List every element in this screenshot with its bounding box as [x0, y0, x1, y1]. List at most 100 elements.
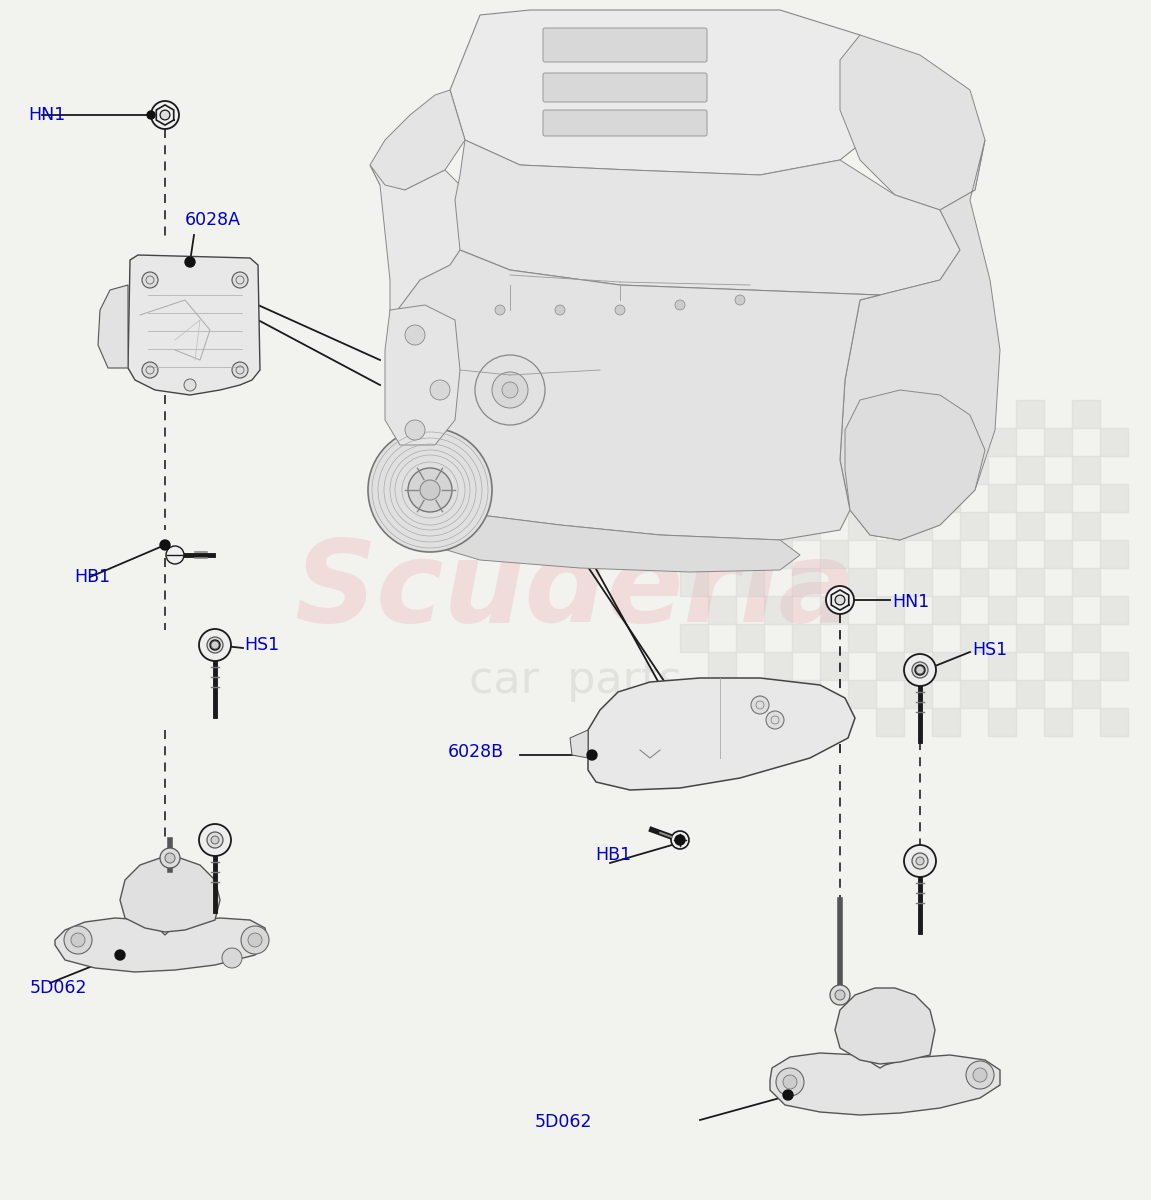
Circle shape: [826, 586, 854, 614]
Text: HS1: HS1: [971, 641, 1007, 659]
Circle shape: [776, 1068, 805, 1096]
Polygon shape: [570, 730, 588, 758]
Bar: [876, 652, 904, 680]
Circle shape: [160, 848, 180, 868]
Bar: [904, 624, 932, 652]
Circle shape: [209, 640, 220, 650]
Bar: [848, 400, 876, 428]
Bar: [792, 400, 820, 428]
Circle shape: [836, 595, 845, 605]
Bar: [680, 512, 708, 540]
Bar: [792, 512, 820, 540]
Circle shape: [368, 428, 491, 552]
Bar: [932, 540, 960, 568]
Circle shape: [233, 362, 247, 378]
Bar: [932, 428, 960, 456]
Bar: [764, 540, 792, 568]
Bar: [988, 708, 1016, 736]
Circle shape: [495, 305, 505, 314]
Bar: [988, 428, 1016, 456]
Bar: [1016, 400, 1044, 428]
Circle shape: [207, 832, 223, 848]
Bar: [735, 568, 764, 596]
Bar: [820, 652, 848, 680]
Bar: [708, 708, 735, 736]
Text: Scuderia: Scuderia: [295, 534, 855, 646]
Bar: [1100, 484, 1128, 512]
Circle shape: [247, 934, 262, 947]
Bar: [820, 596, 848, 624]
Circle shape: [405, 325, 425, 346]
Bar: [904, 568, 932, 596]
Bar: [735, 624, 764, 652]
Polygon shape: [369, 90, 465, 190]
Bar: [960, 568, 988, 596]
Bar: [1016, 680, 1044, 708]
Circle shape: [783, 1090, 793, 1100]
Circle shape: [420, 480, 440, 500]
Circle shape: [915, 665, 925, 674]
Circle shape: [222, 948, 242, 968]
Circle shape: [407, 468, 452, 512]
Circle shape: [834, 990, 845, 1000]
Bar: [1044, 484, 1072, 512]
Bar: [904, 512, 932, 540]
Bar: [960, 624, 988, 652]
Bar: [735, 400, 764, 428]
Bar: [820, 428, 848, 456]
Circle shape: [142, 272, 158, 288]
Text: 5D062: 5D062: [30, 979, 87, 997]
Bar: [876, 428, 904, 456]
Circle shape: [161, 110, 169, 119]
Bar: [1072, 568, 1100, 596]
Bar: [876, 540, 904, 568]
Circle shape: [966, 1061, 994, 1090]
Polygon shape: [128, 254, 260, 395]
Bar: [764, 484, 792, 512]
Bar: [1100, 428, 1128, 456]
Bar: [1100, 652, 1128, 680]
Bar: [960, 456, 988, 484]
Circle shape: [160, 110, 170, 120]
Text: 6028A: 6028A: [185, 211, 241, 229]
Circle shape: [211, 836, 219, 844]
Bar: [960, 680, 988, 708]
Bar: [904, 400, 932, 428]
Bar: [708, 596, 735, 624]
Circle shape: [735, 295, 745, 305]
Bar: [876, 484, 904, 512]
Circle shape: [491, 372, 528, 408]
Circle shape: [142, 362, 158, 378]
Text: 5D062: 5D062: [535, 1114, 593, 1130]
Circle shape: [71, 934, 85, 947]
Bar: [1044, 428, 1072, 456]
Bar: [708, 540, 735, 568]
FancyBboxPatch shape: [543, 110, 707, 136]
Circle shape: [199, 824, 231, 856]
Circle shape: [674, 835, 685, 845]
Polygon shape: [840, 35, 985, 210]
Bar: [1044, 596, 1072, 624]
Circle shape: [405, 420, 425, 440]
Text: HN1: HN1: [892, 593, 929, 611]
Bar: [848, 568, 876, 596]
Circle shape: [151, 101, 180, 128]
Circle shape: [783, 1075, 796, 1090]
Bar: [680, 400, 708, 428]
Circle shape: [199, 629, 231, 661]
Bar: [932, 708, 960, 736]
Bar: [764, 596, 792, 624]
Bar: [848, 456, 876, 484]
Bar: [904, 456, 932, 484]
Bar: [1016, 456, 1044, 484]
Circle shape: [904, 845, 936, 877]
Polygon shape: [390, 250, 881, 540]
Circle shape: [674, 300, 685, 310]
Bar: [735, 512, 764, 540]
Bar: [1072, 624, 1100, 652]
Polygon shape: [416, 490, 800, 572]
Bar: [792, 456, 820, 484]
Bar: [988, 596, 1016, 624]
Circle shape: [912, 853, 928, 869]
Polygon shape: [55, 918, 268, 972]
